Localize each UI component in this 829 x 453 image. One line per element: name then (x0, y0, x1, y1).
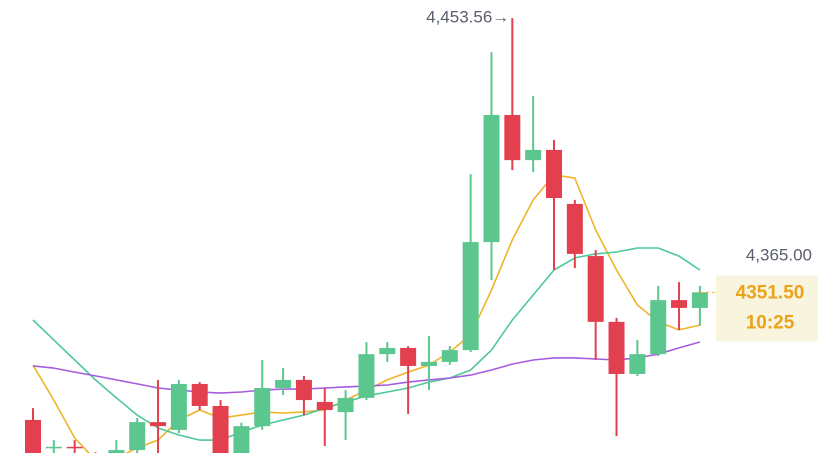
candle-body (420, 361, 437, 366)
candle-body (587, 256, 604, 322)
candle-body (212, 405, 229, 453)
candle-body (608, 321, 625, 375)
candle-body (504, 114, 521, 161)
candle-body (129, 422, 146, 451)
candle-body (650, 300, 667, 355)
candle-body (566, 203, 583, 254)
price-label: 4351.50 (736, 282, 805, 303)
candle-body (629, 354, 646, 375)
price-time: 10:25 (746, 312, 795, 333)
candle-body (66, 446, 83, 449)
candle-body (170, 383, 187, 430)
candle-body (254, 387, 271, 427)
candle-body (400, 347, 417, 366)
candle-body (191, 383, 208, 406)
candle-body (108, 450, 125, 453)
candle-body (483, 114, 500, 243)
candle-body (525, 149, 542, 161)
candle-body (295, 379, 312, 401)
candle-body (441, 350, 458, 362)
candle-body (358, 354, 375, 398)
candle-body (25, 419, 41, 453)
candle-body (45, 446, 62, 449)
price-box (716, 275, 818, 342)
candle-body (233, 426, 250, 453)
high-label: 4,453.56→ (426, 8, 509, 27)
candle-body (691, 292, 708, 308)
candle-body (150, 422, 167, 427)
candle-body (337, 397, 354, 413)
candle-body (462, 242, 479, 351)
candle-body (275, 379, 292, 388)
candle-body (671, 300, 688, 308)
candle-body (379, 347, 396, 355)
candle-body (546, 149, 562, 199)
candle-body (316, 401, 333, 411)
level-label: 4,365.00 (746, 246, 812, 265)
